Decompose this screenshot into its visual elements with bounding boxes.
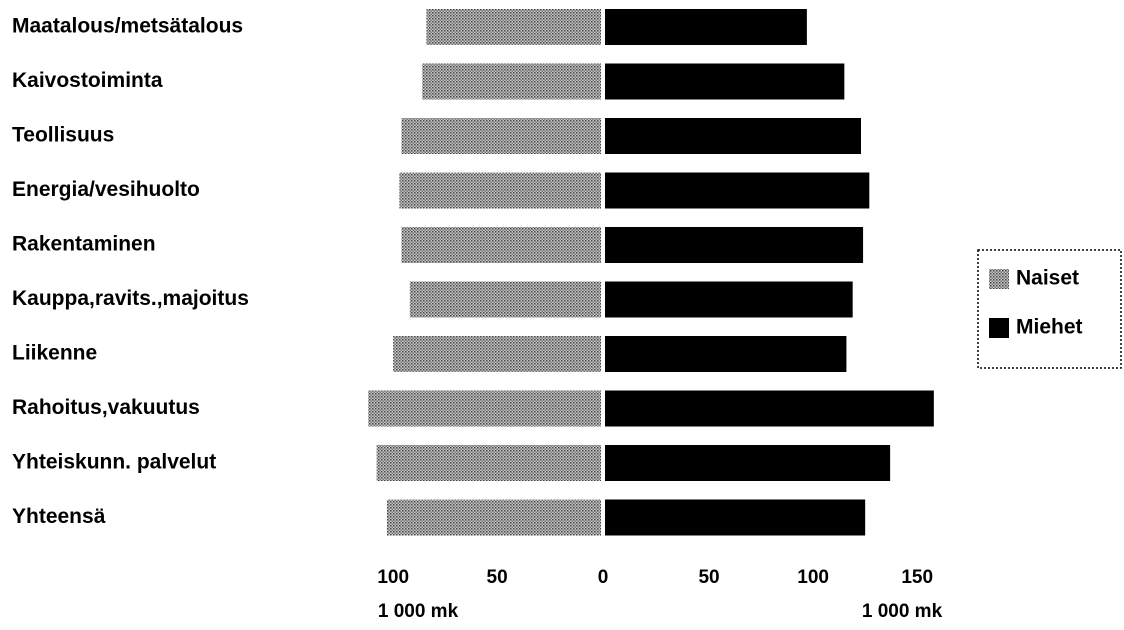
legend-swatch <box>989 269 1009 289</box>
right-axis-label: 1 000 mk <box>862 601 943 622</box>
bar <box>605 445 891 481</box>
category-label: Liikenne <box>12 342 97 365</box>
x-tick-label: 100 <box>797 567 829 588</box>
bar <box>605 390 934 427</box>
x-tick-label: 100 <box>377 567 409 588</box>
bar <box>605 499 866 536</box>
bar <box>426 9 601 45</box>
bar <box>605 118 861 154</box>
bar <box>605 9 807 45</box>
bar <box>605 172 870 209</box>
category-label: Energia/vesihuolto <box>12 178 200 201</box>
bar <box>409 281 601 318</box>
bar <box>401 118 601 154</box>
category-label: Teollisuus <box>12 124 114 147</box>
bar <box>605 336 847 372</box>
category-label: Yhteiskunn. palvelut <box>12 451 216 474</box>
category-label: Yhteensä <box>12 505 106 528</box>
category-label: Rakentaminen <box>12 233 156 256</box>
category-label: Rahoitus,vakuutus <box>12 396 200 419</box>
x-tick-label: 150 <box>901 567 933 588</box>
bar <box>605 227 864 263</box>
x-tick-label: 0 <box>598 567 609 588</box>
bar <box>401 227 601 263</box>
legend-box <box>977 249 1122 369</box>
legend-label: Miehet <box>1016 316 1083 339</box>
bar <box>386 499 601 536</box>
bar <box>368 390 601 427</box>
category-label: Kauppa,ravits.,majoitus <box>12 287 249 310</box>
bar <box>422 63 601 100</box>
left-axis-label: 1 000 mk <box>378 601 459 622</box>
bar <box>605 63 845 100</box>
category-label: Maatalous/metsätalous <box>12 15 243 38</box>
x-tick-label: 50 <box>698 567 719 588</box>
category-label: Kaivostoiminta <box>12 69 163 92</box>
bar <box>605 281 853 318</box>
bar <box>393 336 601 372</box>
bar <box>376 445 601 481</box>
bar <box>399 172 601 209</box>
legend-label: Naiset <box>1016 267 1079 290</box>
legend-swatch <box>989 318 1009 338</box>
x-tick-label: 50 <box>487 567 508 588</box>
